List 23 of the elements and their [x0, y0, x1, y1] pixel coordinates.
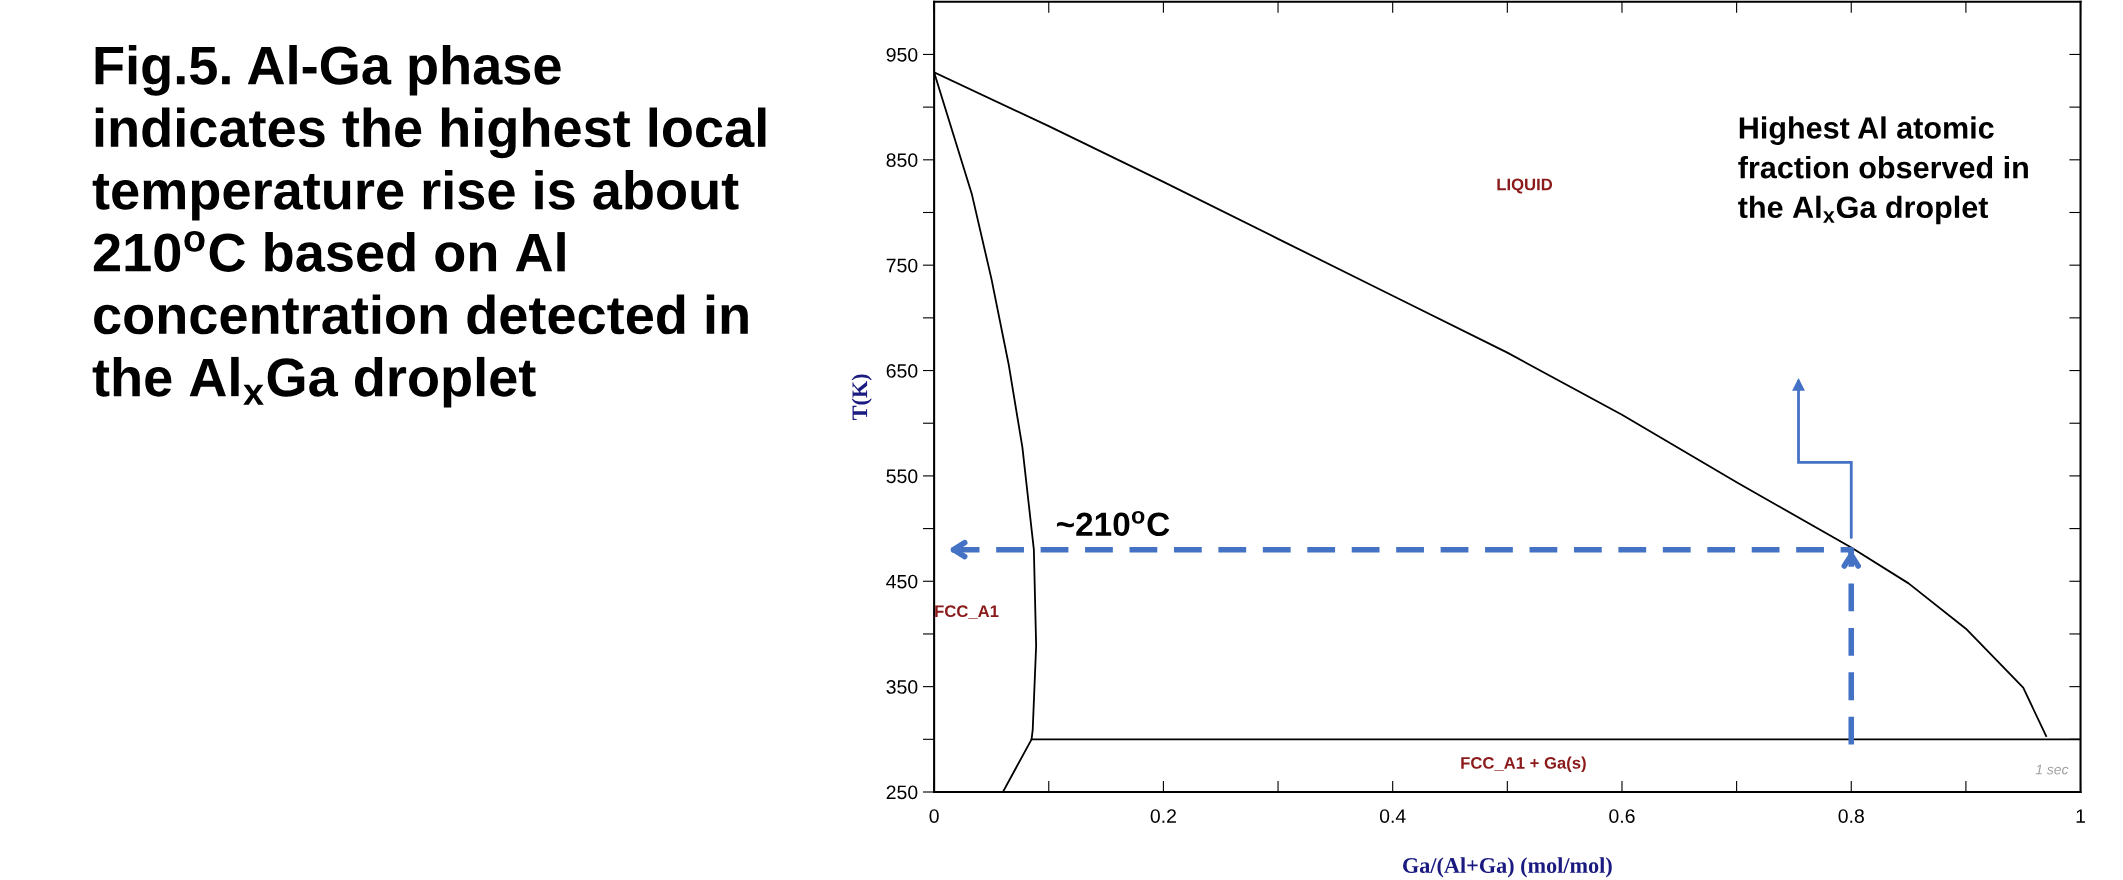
y-axis-title: T(K): [851, 374, 872, 420]
y-tick-label: 450: [886, 574, 918, 589]
chart-title: Fig.5. Al-Ga phase indicates the highest local temperature rise is about 210$^{o}$C based on Al concentration detected in the Al$_{x}$Ga droplet: [92, 45, 766, 408]
x-tick-label: 1: [2076, 809, 2085, 823]
annotation: 1 sec: [2035, 764, 2069, 775]
x-tick-label: 0.2: [1150, 809, 1176, 823]
annotation: FCC_A1 + Ga(s): [1461, 756, 1586, 773]
y-tick-label: 750: [886, 258, 918, 273]
y-tick-label: 650: [886, 364, 918, 378]
x-tick-label: 0: [929, 809, 939, 823]
annotation: ~210$^{o}$C: [1056, 510, 1170, 537]
y-tick-label: 350: [886, 680, 918, 694]
annotation: FCC_A1: [935, 605, 999, 619]
annotation: Highest Al atomic fraction observed in the Al$_{x}$Ga droplet: [1738, 116, 2028, 225]
x-tick-label: 0.6: [1609, 809, 1635, 823]
x-tick-label: 0.8: [1838, 809, 1864, 823]
annotation: LIQUID: [1497, 178, 1553, 194]
y-tick-label: 850: [886, 153, 918, 168]
x-tick-label: 0.4: [1379, 809, 1406, 823]
y-tick-label: 250: [886, 785, 918, 800]
y-tick-label: 550: [886, 469, 918, 484]
y-tick-label: 950: [886, 47, 918, 62]
x-axis-title: Ga/(Al+Ga) (mol/mol): [1403, 857, 1612, 878]
